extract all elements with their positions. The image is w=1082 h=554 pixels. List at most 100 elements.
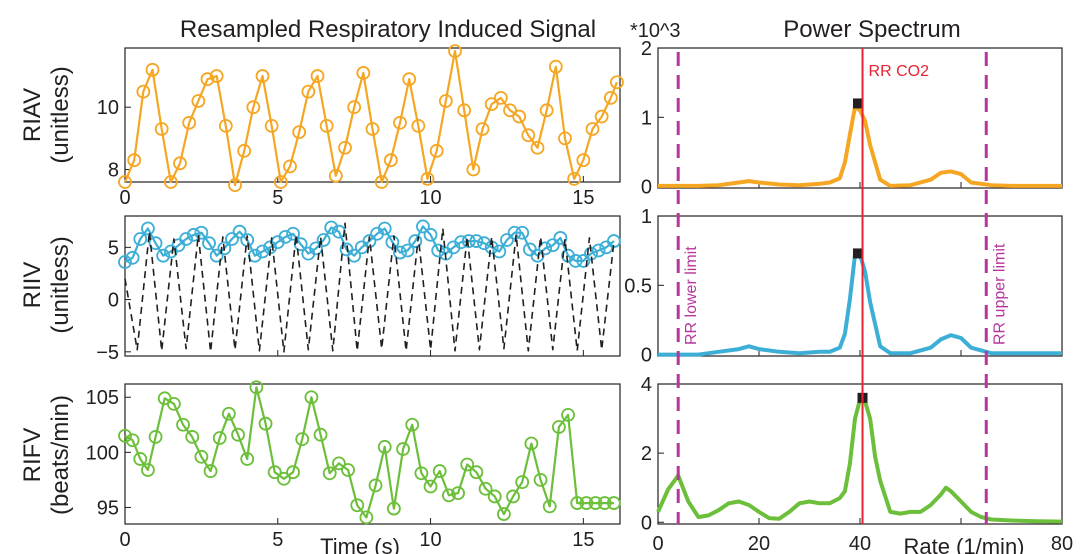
data-point — [191, 94, 206, 108]
data-point — [377, 439, 392, 454]
series-line — [658, 104, 1062, 188]
data-point — [576, 153, 591, 168]
data-point — [386, 501, 401, 516]
data-point — [255, 244, 270, 259]
data-point — [200, 72, 215, 87]
data-point — [416, 219, 430, 234]
data-point — [493, 90, 508, 105]
raw-signal-line — [124, 222, 615, 353]
data-point — [324, 220, 339, 235]
data-point — [203, 464, 218, 478]
data-point — [542, 499, 557, 514]
data-point — [487, 489, 502, 504]
data-point — [331, 456, 346, 471]
data-point — [283, 159, 297, 174]
data-point — [484, 97, 499, 111]
time-axis-label: Time (s) — [320, 534, 400, 554]
rifv-chart: 105 100 950 5 10 15 RIFV(beats/min) — [19, 380, 621, 551]
data-point — [341, 463, 355, 477]
data-point — [273, 175, 288, 189]
data-point — [539, 103, 554, 118]
data-point — [212, 431, 227, 445]
data-point — [133, 452, 148, 466]
data-point — [393, 115, 407, 130]
data-point — [420, 171, 435, 186]
data-point — [209, 69, 224, 83]
data-point — [545, 238, 560, 253]
data-point — [506, 489, 520, 504]
data-point — [347, 100, 362, 115]
y-tick-label: 2 — [641, 443, 652, 465]
data-point — [225, 232, 239, 246]
data-point — [228, 178, 242, 193]
data-point — [145, 62, 160, 77]
data-point — [512, 109, 527, 124]
data-point — [576, 254, 591, 268]
data-point — [221, 406, 236, 421]
riiv-spectrum-chart: 10.50 — [624, 206, 1063, 367]
data-point — [176, 417, 190, 432]
data-point — [374, 175, 389, 189]
data-point — [500, 233, 514, 247]
data-point — [133, 232, 148, 246]
spectrum-overlay: RR CO2 RR lower limit RR upper limit — [676, 48, 1008, 524]
data-point — [136, 84, 151, 99]
peak-marker — [852, 248, 863, 259]
data-point — [585, 122, 600, 136]
data-point — [347, 248, 362, 263]
data-point — [432, 464, 447, 478]
y-tick-label: 0.5 — [624, 275, 652, 297]
series-line — [123, 49, 618, 187]
plot-frame — [657, 47, 1063, 189]
riav-spectrum-chart: 2 1 0 — [641, 38, 1063, 199]
data-point — [466, 162, 481, 177]
data-point — [292, 125, 307, 140]
data-point — [478, 481, 493, 496]
data-point — [492, 244, 507, 259]
data-point — [423, 479, 438, 494]
data-point — [610, 75, 624, 90]
y-tick-label: 2 — [641, 38, 652, 60]
plot-frame — [124, 383, 621, 525]
data-point — [163, 175, 178, 189]
y-tick-label: 5 — [108, 237, 119, 259]
data-point — [368, 478, 383, 493]
y-tick-label: 95 — [97, 497, 119, 519]
right-panel-title: Power Spectrum — [783, 16, 960, 43]
data-point — [218, 119, 233, 133]
y-tick-label: −5 — [96, 342, 119, 364]
data-point — [548, 59, 563, 74]
data-point — [304, 390, 319, 405]
x-tick-label: 5 — [272, 529, 283, 551]
data-point — [141, 221, 155, 236]
data-point — [400, 243, 415, 258]
y-axis-label: RIIV(unitless) — [19, 236, 74, 333]
left-panel-title: Resampled Respiratory Induced Signal — [180, 16, 596, 43]
x-tick-label: 40 — [849, 533, 871, 554]
data-point — [313, 427, 328, 442]
data-point — [408, 234, 423, 248]
data-point — [507, 225, 522, 240]
data-point — [469, 234, 484, 248]
x-tick-label: 0 — [119, 529, 130, 551]
data-point — [521, 128, 536, 143]
data-point — [457, 103, 472, 118]
y-axis-label: RIFV(beats/min) — [19, 395, 74, 515]
data-point — [125, 250, 140, 265]
data-point — [383, 153, 398, 168]
data-point — [322, 466, 337, 481]
data-point — [503, 103, 517, 118]
data-point — [460, 457, 475, 472]
data-point — [496, 507, 511, 521]
x-tick-label: 0 — [652, 533, 663, 554]
y-tick-label: 0 — [641, 177, 652, 199]
data-point — [567, 171, 582, 186]
data-point — [431, 243, 446, 258]
data-point — [255, 69, 270, 83]
data-point — [553, 231, 568, 245]
data-point — [475, 122, 490, 136]
data-point — [217, 241, 232, 256]
plot-frame — [124, 215, 621, 357]
data-point — [125, 433, 140, 448]
